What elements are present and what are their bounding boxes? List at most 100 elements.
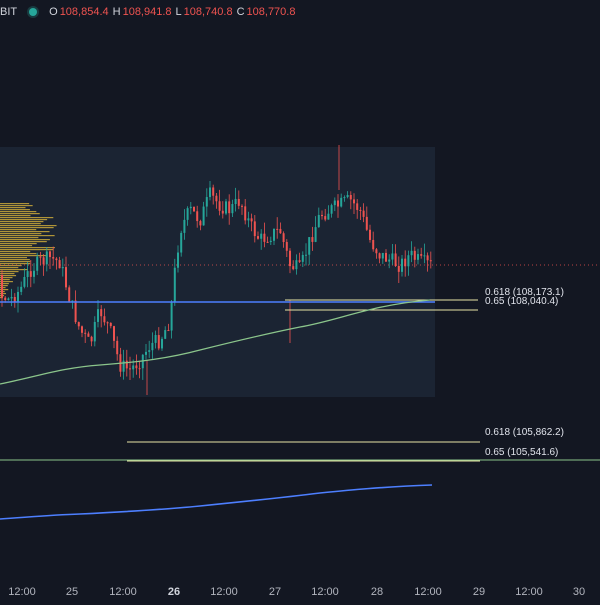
- volume-profile-bar: [0, 225, 57, 227]
- candle-body: [231, 204, 234, 214]
- volume-profile-bar: [0, 267, 19, 269]
- candle-body: [151, 342, 154, 351]
- volume-profile-bar: [0, 263, 31, 265]
- volume-profile-bar: [0, 235, 55, 237]
- volume-profile-bar: [0, 261, 31, 263]
- x-tick: 12:00: [515, 586, 543, 598]
- candle-body: [36, 256, 39, 271]
- volume-profile-bar: [0, 239, 50, 241]
- ohlc-legend: BIT O 108,854.4 H 108,941.8 L 108,740.8 …: [0, 2, 297, 22]
- candle-body: [17, 291, 19, 303]
- candle-body: [202, 206, 205, 226]
- candle-body: [218, 201, 221, 211]
- candle-body: [100, 309, 103, 317]
- candle-body: [317, 214, 320, 228]
- candle-body: [279, 228, 282, 234]
- x-tick: 28: [370, 586, 384, 598]
- candle-body: [429, 260, 432, 262]
- candle-body: [321, 214, 323, 217]
- candle-body: [253, 221, 256, 237]
- candle-body: [193, 206, 195, 212]
- volume-profile-bar: [0, 211, 37, 213]
- candle-body: [212, 187, 215, 196]
- candle-body: [58, 260, 61, 269]
- candle-body: [33, 270, 35, 277]
- candle-body: [106, 322, 109, 324]
- candle-body: [90, 336, 93, 342]
- fib-label-upper-618[interactable]: 0.618 (108,173.1): [485, 287, 564, 298]
- candle-body: [215, 195, 218, 202]
- candle-body: [423, 255, 426, 257]
- volume-profile-bar: [0, 245, 33, 247]
- candle-body: [305, 254, 307, 256]
- candle-body: [426, 255, 429, 261]
- close-label: C: [236, 6, 245, 18]
- volume-profile-bar: [0, 251, 31, 253]
- candle-body: [180, 232, 183, 253]
- volume-profile-bar: [0, 221, 44, 223]
- volume-profile-bar: [0, 275, 17, 277]
- candle-body: [340, 197, 343, 207]
- candle-body: [349, 195, 352, 200]
- candle-body: [388, 259, 391, 262]
- candle-body: [97, 309, 99, 322]
- candle-body: [23, 276, 26, 287]
- candle-body: [77, 322, 80, 327]
- x-tick: 30: [572, 586, 586, 598]
- candle-body: [1, 275, 3, 298]
- fib-label-upper-65[interactable]: 0.65 (108,040.4): [485, 296, 559, 307]
- candle-body: [417, 254, 419, 260]
- candle-body: [228, 201, 231, 214]
- volume-profile-bar: [0, 207, 26, 209]
- candle-body: [391, 253, 394, 260]
- candle-body: [234, 198, 237, 205]
- candle-body: [68, 287, 71, 303]
- x-tick: 12:00: [109, 586, 137, 598]
- candle-body: [337, 200, 339, 207]
- fib-label-lower-618[interactable]: 0.618 (105,862.2): [485, 427, 564, 438]
- candle-body: [324, 216, 327, 220]
- candle-body: [237, 198, 240, 206]
- x-tick: 26: [167, 586, 181, 598]
- candle-body: [157, 335, 160, 349]
- volume-profile-bar: [0, 241, 47, 243]
- candle-body: [221, 210, 224, 214]
- candle-body: [138, 368, 141, 370]
- candle-body: [199, 221, 202, 226]
- candle-body: [359, 209, 362, 211]
- volume-profile-bar: [0, 203, 30, 205]
- x-tick: 12:00: [311, 586, 339, 598]
- candle-body: [247, 218, 250, 221]
- candle-body: [113, 326, 115, 341]
- candle-body: [260, 233, 263, 239]
- candle-body: [45, 251, 48, 265]
- candle-body: [61, 267, 64, 269]
- candle-body: [7, 298, 10, 301]
- volume-profile-bar: [0, 213, 40, 215]
- candle-body: [209, 187, 211, 198]
- candle-body: [353, 199, 355, 204]
- symbol-label[interactable]: BIT: [0, 6, 18, 18]
- candle-body: [49, 251, 51, 258]
- volume-profile-bar: [0, 277, 13, 279]
- volume-profile-bar: [0, 257, 28, 259]
- candle-body: [375, 249, 378, 254]
- volume-profile-bar: [0, 269, 28, 271]
- candle-body: [164, 330, 167, 339]
- fib-label-lower-65[interactable]: 0.65 (105,541.6): [485, 447, 559, 458]
- low-label: L: [175, 6, 182, 18]
- volume-profile-bar: [0, 283, 9, 285]
- candle-body: [356, 203, 359, 210]
- x-tick: 25: [65, 586, 79, 598]
- candle-body: [269, 240, 272, 243]
- candle-body: [135, 365, 138, 369]
- volume-profile-bar: [0, 215, 31, 217]
- x-tick: 27: [268, 586, 282, 598]
- volume-profile-bar: [0, 243, 37, 245]
- volume-profile-bar: [0, 205, 33, 207]
- volume-profile-bar: [0, 219, 48, 221]
- candle-body: [314, 227, 317, 242]
- x-tick: 12:00: [210, 586, 238, 598]
